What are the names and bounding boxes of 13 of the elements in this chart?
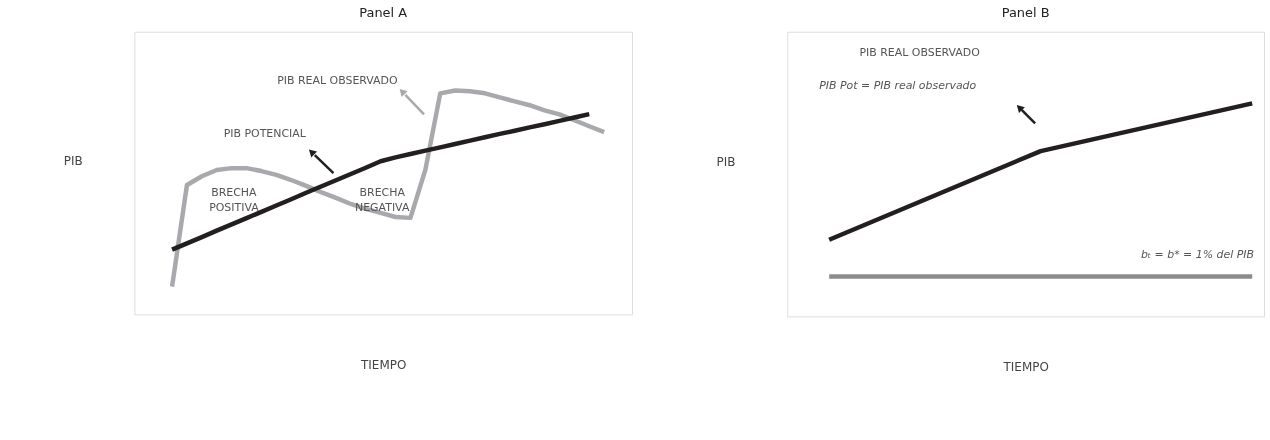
x-axis-title: TIEMPO — [360, 357, 407, 372]
text: PIB Pot = PIB real observado — [819, 79, 977, 93]
y-axis-title: PIB — [63, 153, 83, 168]
text: PIB REAL OBSERVADO — [859, 45, 980, 59]
annotation: BRECHA POSITIVA — [209, 185, 260, 214]
text: PIB REAL OBSERVADO — [277, 73, 398, 87]
y-axis-title: PIB — [716, 154, 736, 169]
chart-title: Panel A — [359, 4, 408, 20]
annotation: BRECHA NEGATIVA — [355, 185, 410, 214]
annotation: bₜ = b* = 1% del PIB — [1140, 247, 1255, 261]
x-axis-title: TIEMPO — [1002, 359, 1049, 374]
annotation: PIB POTENCIAL — [223, 127, 307, 141]
chart-title: Panel B — [1001, 4, 1050, 20]
